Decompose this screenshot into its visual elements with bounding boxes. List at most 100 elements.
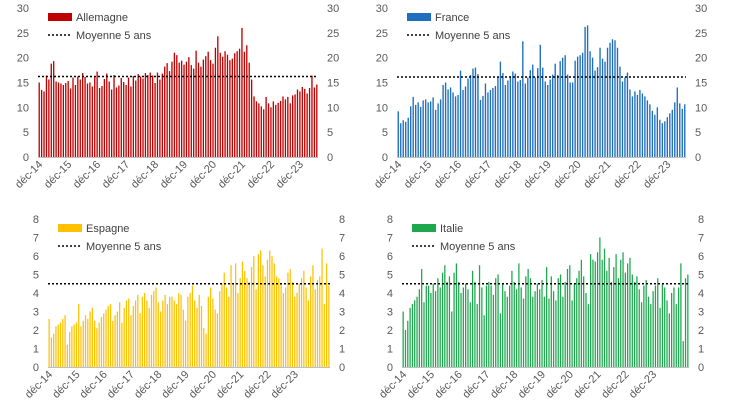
bar-espagne xyxy=(159,311,162,367)
bar-espagne xyxy=(316,280,319,367)
bar-italie xyxy=(534,291,536,367)
bar-allemagne xyxy=(86,83,89,157)
bar-italie xyxy=(594,261,596,367)
chart-panel-espagne: 0 01 12 23 34 45 56 67 78 8déc-14déc-15déc-16déc-… xyxy=(23,214,345,401)
legend-swatch-series xyxy=(48,13,72,21)
bar-espagne xyxy=(323,304,325,367)
bar-italie xyxy=(627,263,629,367)
bar-italie xyxy=(569,265,571,367)
bar-france xyxy=(664,121,666,157)
bar-italie xyxy=(543,296,545,367)
bar-espagne xyxy=(314,289,316,367)
bar-allemagne xyxy=(287,96,289,157)
bar-italie xyxy=(515,289,518,367)
bar-france xyxy=(651,110,654,157)
bar-france xyxy=(514,73,517,157)
bar-allemagne xyxy=(161,73,163,157)
x-tick-label: déc-18 xyxy=(129,159,161,191)
bar-italie xyxy=(583,276,585,367)
bar-france xyxy=(407,117,409,157)
bar-france xyxy=(581,52,584,158)
y-tick-label-left: 0 xyxy=(33,362,39,374)
bar-allemagne xyxy=(311,75,313,157)
bar-france xyxy=(542,67,544,157)
bar-espagne xyxy=(164,294,166,367)
legend-label-series: Allemagne xyxy=(76,12,128,24)
x-tick-label: déc-15 xyxy=(402,159,434,191)
bar-italie xyxy=(434,291,437,367)
bar-espagne xyxy=(175,304,178,367)
bar-espagne xyxy=(109,304,112,367)
bar-allemagne xyxy=(214,47,217,158)
bar-espagne xyxy=(196,307,198,367)
legend-label-average: Moyenne 5 ans xyxy=(440,241,516,253)
bar-allemagne xyxy=(219,52,221,158)
bar-france xyxy=(559,61,561,157)
y-tick-label-right: 20 xyxy=(327,53,339,65)
bar-italie xyxy=(427,285,430,367)
x-tick-label: déc-14 xyxy=(372,159,404,191)
bar-espagne xyxy=(287,272,289,367)
x-tick-label: déc-22 xyxy=(241,369,273,401)
bar-france xyxy=(400,123,402,157)
bar-espagne xyxy=(148,307,150,367)
bar-allemagne xyxy=(67,81,69,157)
bar-france xyxy=(594,70,596,157)
bar-italie xyxy=(499,313,501,367)
bar-allemagne xyxy=(48,79,50,157)
bar-allemagne xyxy=(168,71,171,157)
bar-italie xyxy=(539,289,541,367)
bar-italie xyxy=(411,304,414,367)
bar-italie xyxy=(559,274,562,367)
y-tick-label-left: 20 xyxy=(376,53,388,65)
y-tick-label-left: 0 xyxy=(387,362,393,374)
bar-espagne xyxy=(112,320,114,367)
bar-espagne xyxy=(273,263,275,367)
bar-france xyxy=(537,68,539,157)
x-tick-label: déc-19 xyxy=(522,159,554,191)
bar-italie xyxy=(418,289,420,367)
bar-allemagne xyxy=(282,96,284,157)
legend-label-average: Moyenne 5 ans xyxy=(86,241,162,253)
bar-italie xyxy=(502,283,504,367)
y-tick-label-left: 10 xyxy=(17,102,29,114)
bar-italie xyxy=(555,300,557,367)
bar-allemagne xyxy=(89,82,91,157)
bar-italie xyxy=(571,300,573,367)
bar-italie xyxy=(495,278,497,367)
bar-allemagne xyxy=(151,75,154,157)
bar-espagne xyxy=(189,293,191,367)
bar-france xyxy=(462,89,464,157)
x-tick-label: déc-22 xyxy=(611,159,643,191)
bar-italie xyxy=(590,254,592,367)
bar-allemagne xyxy=(253,96,255,157)
bar-france xyxy=(606,47,609,158)
bar-italie xyxy=(465,283,467,367)
bar-espagne xyxy=(328,285,330,367)
bar-espagne xyxy=(244,270,246,367)
bar-france xyxy=(561,57,564,157)
bar-espagne xyxy=(59,322,62,367)
bar-italie xyxy=(564,281,566,367)
bar-france xyxy=(619,66,621,157)
bar-allemagne xyxy=(65,83,67,157)
bar-italie xyxy=(474,281,476,367)
y-tick-label-right: 2 xyxy=(698,325,704,337)
bar-espagne xyxy=(232,283,234,367)
bar-allemagne xyxy=(205,56,207,157)
bar-italie xyxy=(437,278,439,367)
bar-france xyxy=(571,82,574,157)
bar-espagne xyxy=(123,307,125,367)
bar-france xyxy=(614,40,616,157)
bar-espagne xyxy=(289,268,291,367)
bar-allemagne xyxy=(130,86,132,157)
bar-italie xyxy=(617,278,620,367)
bar-france xyxy=(671,109,673,157)
bar-france xyxy=(539,44,541,157)
bar-france xyxy=(477,74,479,157)
bar-allemagne xyxy=(291,95,294,157)
bar-italie xyxy=(580,259,583,367)
bar-italie xyxy=(666,300,668,367)
bar-italie xyxy=(629,257,631,367)
bar-espagne xyxy=(228,296,230,367)
